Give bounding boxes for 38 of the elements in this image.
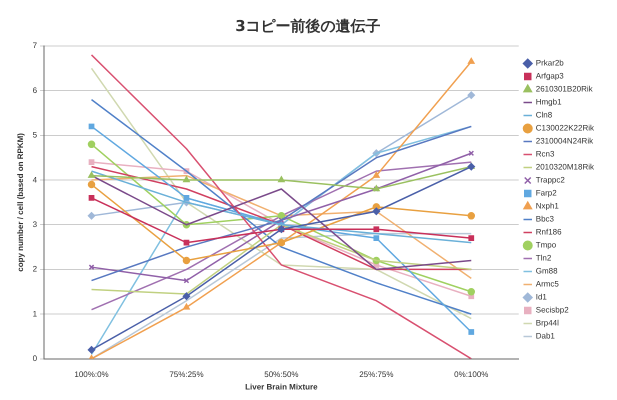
legend-label: Rnf186	[536, 228, 562, 237]
legend-label: Farp2	[536, 188, 558, 198]
legend-label: Dab1	[536, 332, 556, 341]
legend-label: Rcn3	[536, 150, 555, 159]
legend-label: 2610301B20Rik	[536, 84, 594, 94]
x-axis-title: Liver Brain Mixture	[245, 382, 318, 392]
legend-label: Armc5	[536, 280, 560, 289]
legend-label: C130022K22Rik	[536, 124, 595, 133]
y-tick-label: 2	[32, 264, 38, 274]
x-tick-label: 100%:0%	[74, 370, 109, 379]
x-tick-label: 0%:100%	[454, 370, 488, 379]
legend-label: Bbc3	[536, 214, 555, 224]
legend-label: Tmpo	[536, 240, 557, 250]
y-tick-label: 0	[32, 354, 38, 364]
legend-label: Arfgap3	[536, 72, 564, 81]
y-tick-label: 6	[32, 86, 38, 95]
legend-label: Nxph1	[536, 202, 560, 211]
legend-label: Hmgb1	[536, 98, 562, 107]
chart-title: 3コピー前後の遺伝子	[235, 16, 381, 35]
legend-label: Trappc2	[536, 176, 566, 185]
y-tick-label: 7	[32, 41, 38, 50]
legend-label: Tln2	[536, 254, 552, 263]
y-tick-label: 5	[32, 130, 38, 140]
y-tick-label: 3	[32, 220, 38, 229]
legend-label: Secisbp2	[536, 306, 570, 315]
legend-label: 2010320M18Rik	[536, 162, 595, 172]
x-tick-label: 25%:75%	[359, 370, 394, 379]
legend-label: 2310004N24Rik	[536, 136, 594, 146]
legend-label: Cln8	[536, 110, 553, 120]
x-tick-label: 50%:50%	[264, 370, 299, 379]
legend-label: Brp44l	[536, 318, 560, 328]
legend-label: Prkar2b	[536, 58, 564, 68]
y-tick-label: 4	[32, 175, 38, 184]
legend-label: Id1	[536, 292, 548, 302]
x-tick-label: 75%:25%	[169, 370, 204, 379]
legend-label: Gm88	[536, 266, 558, 276]
y-axis-title: copy number / cell (based on RPKM)	[16, 132, 26, 272]
y-tick-label: 1	[32, 309, 38, 318]
